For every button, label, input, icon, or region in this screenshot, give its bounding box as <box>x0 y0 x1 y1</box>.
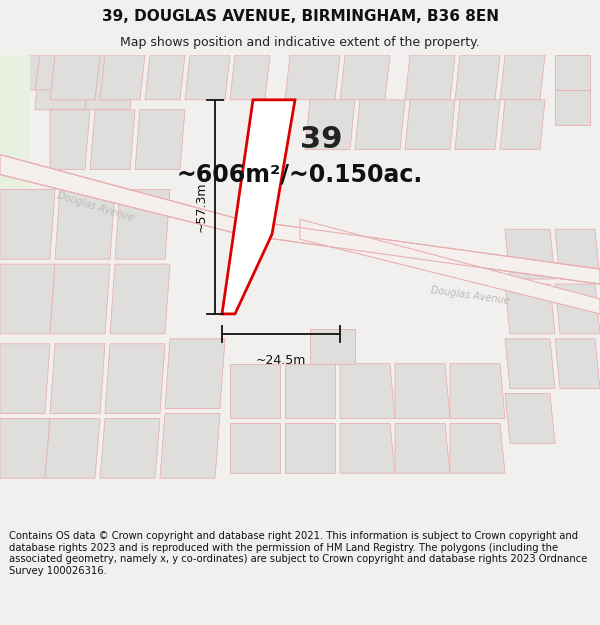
Polygon shape <box>285 424 335 473</box>
Polygon shape <box>185 55 230 100</box>
Polygon shape <box>505 339 555 389</box>
Polygon shape <box>55 189 115 259</box>
Polygon shape <box>340 55 390 100</box>
Polygon shape <box>85 55 135 110</box>
Polygon shape <box>110 264 170 334</box>
Polygon shape <box>395 364 450 419</box>
Polygon shape <box>340 364 395 419</box>
Polygon shape <box>45 419 100 478</box>
Polygon shape <box>555 339 600 389</box>
Polygon shape <box>35 55 90 110</box>
Polygon shape <box>135 110 185 169</box>
Polygon shape <box>500 100 545 149</box>
Polygon shape <box>285 55 340 100</box>
Polygon shape <box>0 154 600 284</box>
Polygon shape <box>50 110 90 169</box>
Polygon shape <box>555 284 600 334</box>
Polygon shape <box>555 55 590 90</box>
Polygon shape <box>555 90 590 125</box>
Polygon shape <box>455 100 500 149</box>
Polygon shape <box>50 344 105 414</box>
Text: ~606m²/~0.150ac.: ~606m²/~0.150ac. <box>177 162 423 186</box>
Polygon shape <box>105 344 165 414</box>
Polygon shape <box>505 229 555 279</box>
Polygon shape <box>0 344 50 414</box>
Text: ~57.3m: ~57.3m <box>194 182 208 232</box>
Polygon shape <box>230 424 280 473</box>
Polygon shape <box>450 424 505 473</box>
Polygon shape <box>455 55 500 100</box>
Polygon shape <box>50 55 100 100</box>
Polygon shape <box>0 55 30 189</box>
Text: ~24.5m: ~24.5m <box>256 354 306 367</box>
Polygon shape <box>30 55 70 90</box>
Polygon shape <box>0 55 40 90</box>
Polygon shape <box>0 264 55 334</box>
Polygon shape <box>230 364 280 419</box>
Polygon shape <box>100 419 160 478</box>
Polygon shape <box>100 55 145 100</box>
Polygon shape <box>115 189 170 259</box>
Text: Douglas Avenue: Douglas Avenue <box>56 190 134 222</box>
Polygon shape <box>505 284 555 334</box>
Polygon shape <box>222 100 295 314</box>
Polygon shape <box>145 55 185 100</box>
Polygon shape <box>285 364 335 419</box>
Polygon shape <box>230 55 270 100</box>
Polygon shape <box>395 424 450 473</box>
Polygon shape <box>555 229 600 279</box>
Polygon shape <box>160 414 220 478</box>
Polygon shape <box>500 55 545 100</box>
Polygon shape <box>310 329 355 364</box>
Polygon shape <box>300 219 600 314</box>
Polygon shape <box>405 55 455 100</box>
Polygon shape <box>450 364 505 419</box>
Polygon shape <box>50 264 110 334</box>
Polygon shape <box>355 100 405 149</box>
Text: Contains OS data © Crown copyright and database right 2021. This information is : Contains OS data © Crown copyright and d… <box>9 531 587 576</box>
Polygon shape <box>0 189 55 259</box>
Polygon shape <box>405 100 455 149</box>
Polygon shape <box>0 419 50 478</box>
Polygon shape <box>505 394 555 443</box>
Polygon shape <box>305 100 355 149</box>
Text: 39, DOUGLAS AVENUE, BIRMINGHAM, B36 8EN: 39, DOUGLAS AVENUE, BIRMINGHAM, B36 8EN <box>101 9 499 24</box>
Text: Douglas Avenue: Douglas Avenue <box>430 286 510 306</box>
Polygon shape <box>340 424 395 473</box>
Text: 39: 39 <box>300 125 343 154</box>
Polygon shape <box>165 339 225 409</box>
Polygon shape <box>90 110 135 169</box>
Text: Map shows position and indicative extent of the property.: Map shows position and indicative extent… <box>120 36 480 49</box>
